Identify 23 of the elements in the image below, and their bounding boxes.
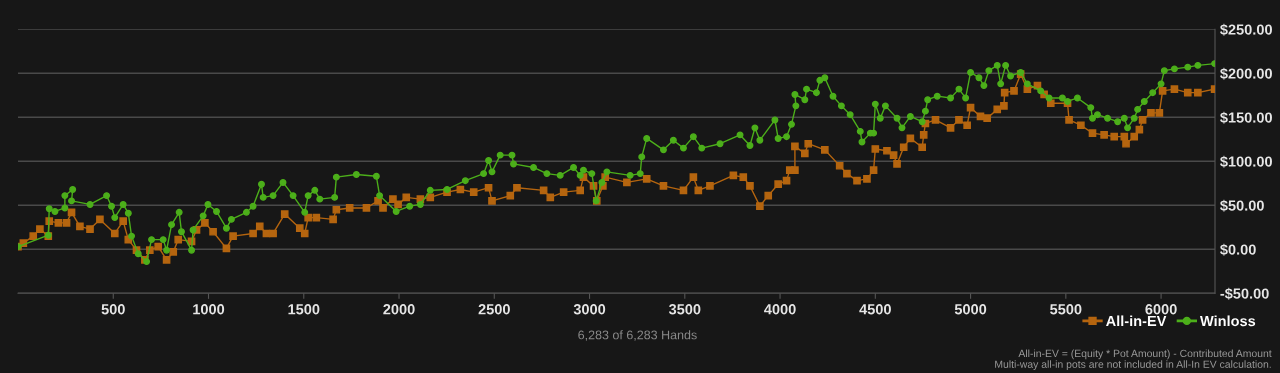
y-tick-label: $0.00 (1220, 243, 1256, 256)
x-tick-label: 6000 (1145, 304, 1177, 315)
y-tick-label: $150.00 (1220, 111, 1272, 124)
x-tick-label: 2500 (478, 304, 510, 315)
x-tick-label: 3500 (668, 304, 701, 315)
x-tick-label: 5500 (1050, 304, 1082, 315)
x-tick-label: 1000 (193, 304, 225, 315)
x-tick-label: 1500 (288, 304, 320, 315)
legend-label: Winloss (1199, 315, 1256, 327)
x-tick-label: 2000 (383, 304, 415, 315)
text: 6,283 of 6,283 Hands (578, 330, 697, 341)
y-tick-label: $200.00 (1220, 67, 1272, 80)
y-tick-label: $100.00 (1220, 155, 1272, 168)
x-tick-label: 500 (101, 304, 125, 315)
x-tick-label: 4000 (764, 304, 796, 315)
legend-label: All-in-EV (1106, 315, 1167, 326)
y-tick-label: -$50.00 (1220, 287, 1269, 300)
y-tick-label: $250.00 (1220, 23, 1272, 36)
y-tick-label: $50.00 (1220, 199, 1264, 212)
x-tick-label: 4500 (859, 304, 891, 315)
x-tick-label: 3000 (573, 304, 606, 315)
x-tick-label: 5000 (954, 304, 987, 315)
text: All-in-EV = (Equity * Pot Amount) - Contributed Amount Multi-way all-in pots are not included in All-In EV calculation. (995, 349, 1272, 370)
